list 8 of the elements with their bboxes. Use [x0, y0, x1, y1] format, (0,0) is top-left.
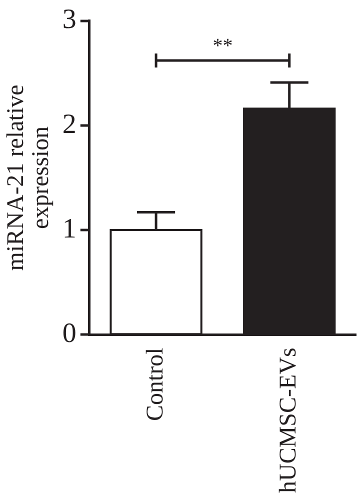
- y-tick-label: 2: [62, 108, 76, 140]
- x-tick-label: hUCMSC-EVs: [276, 348, 302, 493]
- y-tick-label: 3: [62, 4, 76, 36]
- y-axis-title: miRNA-21 relative expression: [2, 84, 54, 271]
- annotation: **: [212, 34, 233, 57]
- y-tick-label: 1: [62, 213, 76, 244]
- x-tick-label: Control: [142, 347, 168, 421]
- y-tick-label: 0: [62, 318, 76, 349]
